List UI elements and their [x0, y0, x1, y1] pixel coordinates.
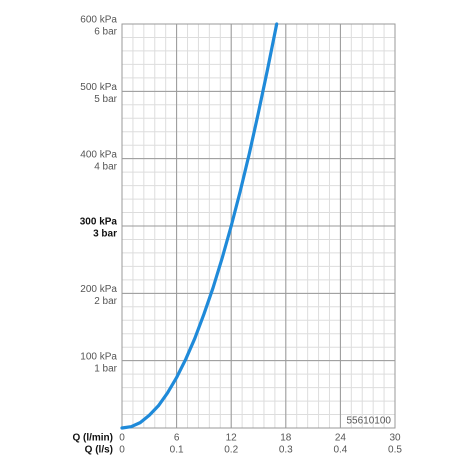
y-tick-label: 100 kPa	[80, 351, 117, 362]
y-tick-label: 400 kPa	[80, 149, 117, 160]
y-tick-sublabel: 5 bar	[94, 94, 117, 105]
y-tick-label: 600 kPa	[80, 15, 117, 26]
x2-tick-label: 0.4	[333, 445, 347, 456]
y-tick-sublabel: 2 bar	[94, 296, 117, 307]
curve	[120, 22, 279, 430]
x2-tick-label: 0.1	[170, 445, 184, 456]
x2-tick-label: 0.2	[224, 445, 238, 456]
x-tick-label: 12	[226, 433, 238, 444]
code-label: 55610100	[347, 416, 392, 427]
plot	[121, 23, 396, 429]
x2-tick-label: 0.5	[388, 445, 402, 456]
x-tick-label: 0	[119, 433, 125, 444]
x-tick-label: 18	[280, 433, 292, 444]
x2-tick-label: 0	[119, 445, 125, 456]
y-tick-sublabel: 4 bar	[94, 161, 117, 172]
y-tick-sublabel: 6 bar	[94, 27, 117, 38]
y-tick-sublabel: 1 bar	[94, 363, 117, 374]
x-tick-label: 30	[389, 433, 401, 444]
x2-axis-label: Q (l/s)	[85, 445, 113, 456]
x-axis-label: Q (l/min)	[72, 433, 113, 444]
y-tick-sublabel: 3 bar	[93, 229, 117, 240]
x-tick-label: 24	[335, 433, 347, 444]
y-tick-label: 300 kPa	[80, 217, 118, 228]
y-tick-label: 200 kPa	[80, 284, 117, 295]
x-tick-label: 6	[174, 433, 180, 444]
y-tick-label: 500 kPa	[80, 82, 117, 93]
plot-border	[121, 23, 396, 429]
x2-tick-label: 0.3	[279, 445, 293, 456]
